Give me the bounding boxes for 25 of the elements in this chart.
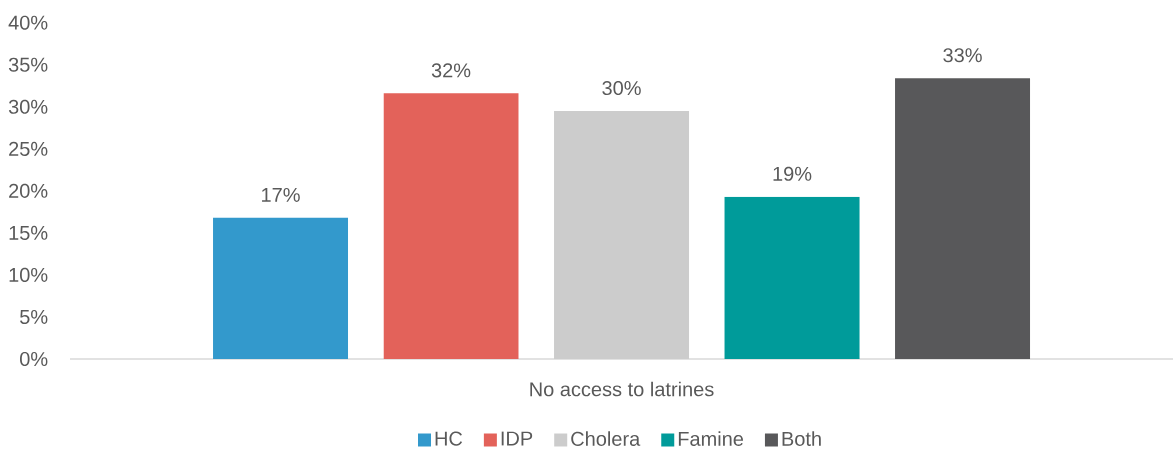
legend-label: IDP [501,431,533,446]
y-tick-label: 0% [20,351,48,367]
legend-label: Cholera [571,431,641,446]
y-tick-label: 15% [9,225,48,240]
bar [383,93,519,359]
y-tick-label: 40% [8,15,48,30]
data-label: 19% [773,166,812,181]
legend-label: HC [435,431,463,446]
y-tick-label: 25% [9,141,48,156]
data-label: 32% [431,63,471,78]
y-tick-label: 30% [8,99,48,114]
bar [213,217,349,359]
y-tick-label: 20% [9,183,48,198]
y-tick-label: 35% [8,57,48,72]
y-tick-label: 10% [9,267,48,282]
data-label: 33% [943,48,982,63]
bar [554,110,690,359]
data-label: 30% [602,80,641,96]
data-label: 17% [262,187,300,202]
bar [895,78,1031,359]
bar [724,196,860,359]
legend-label: Both [782,431,821,446]
legend-label: Famine [678,431,744,446]
x-tick-label: No access to latrines [530,381,714,397]
y-tick-label: 5% [20,309,48,324]
